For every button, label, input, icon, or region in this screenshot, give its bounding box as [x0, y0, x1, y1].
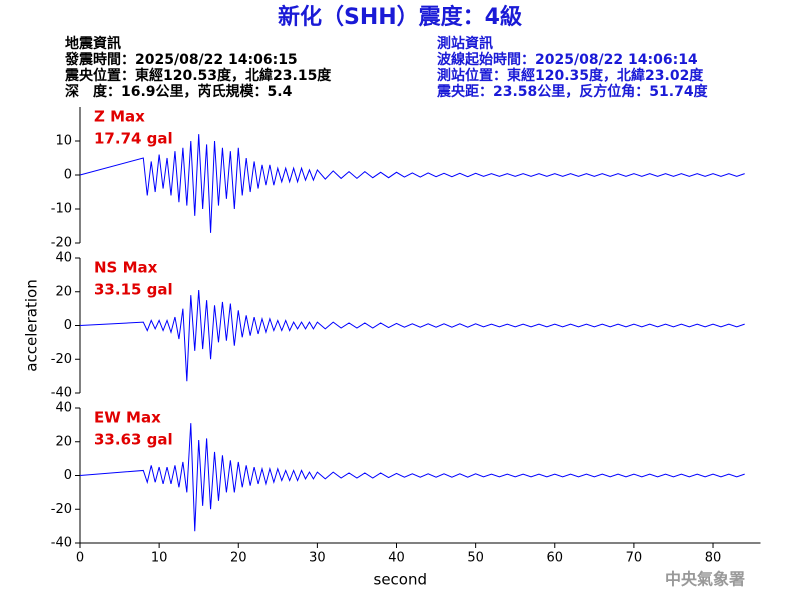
- max-label: Z Max: [94, 108, 145, 126]
- info-left: 地震資訊: [65, 35, 121, 52]
- max-label: EW Max: [94, 409, 161, 427]
- x-tick-label: 60: [546, 551, 563, 566]
- y-tick-label: -20: [51, 502, 72, 517]
- max-label: NS Max: [94, 259, 158, 277]
- x-tick-label: 40: [388, 551, 405, 566]
- y-tick-label: -40: [51, 536, 72, 551]
- max-label: 33.63 gal: [94, 431, 173, 449]
- x-tick-label: 70: [626, 551, 643, 566]
- y-tick-label: -20: [51, 236, 72, 251]
- info-left: 震央位置：東經120.53度，北緯23.15度: [64, 67, 332, 84]
- info-right: 測站資訊: [437, 35, 493, 52]
- y-tick-label: -10: [51, 202, 72, 217]
- y-tick-label: 0: [64, 318, 72, 333]
- x-tick-label: 0: [76, 551, 84, 566]
- x-axis-label: second: [374, 571, 428, 589]
- y-tick-label: 20: [55, 434, 72, 449]
- info-right: 震央距：23.58公里，反方位角：51.74度: [436, 83, 709, 100]
- y-tick-label: -20: [51, 352, 72, 367]
- y-tick-label: 0: [64, 468, 72, 483]
- y-tick-label: 20: [55, 284, 72, 299]
- waveform: [79, 423, 745, 532]
- info-left: 深 度：16.9公里，芮氏規模：5.4: [65, 83, 293, 100]
- waveform: [79, 290, 745, 382]
- y-tick-label: -40: [51, 386, 72, 401]
- info-left: 發震時間：2025/08/22 14:06:15: [64, 51, 298, 68]
- title: 新化（SHH）震度：4級: [278, 4, 522, 30]
- y-tick-label: 40: [55, 251, 72, 266]
- info-right: 波線起始時間：2025/08/22 14:06:14: [437, 51, 698, 68]
- x-tick-label: 80: [705, 551, 722, 566]
- max-label: 17.74 gal: [94, 130, 173, 148]
- watermark: 中央氣象署: [665, 570, 745, 589]
- y-tick-label: 0: [64, 168, 72, 183]
- y-tick-label: 10: [55, 134, 72, 149]
- x-tick-label: 20: [230, 551, 247, 566]
- max-label: 33.15 gal: [94, 281, 173, 299]
- x-tick-label: 10: [151, 551, 168, 566]
- info-right: 測站位置：東經120.35度，北緯23.02度: [437, 67, 704, 84]
- x-tick-label: 30: [309, 551, 326, 566]
- waveform: [79, 134, 745, 233]
- x-tick-label: 50: [467, 551, 484, 566]
- y-axis-label: acceleration: [23, 279, 41, 371]
- y-tick-label: 40: [55, 401, 72, 416]
